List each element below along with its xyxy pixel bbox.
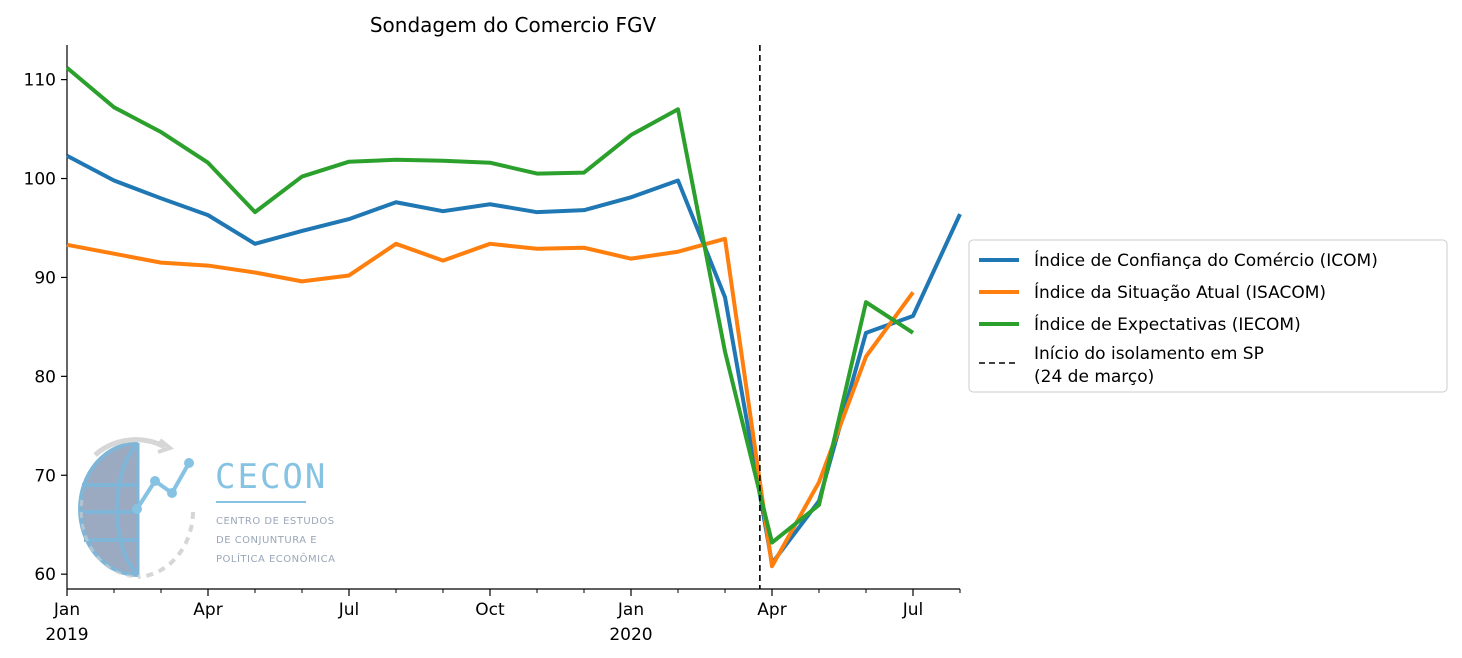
x-tick-label: Jan [53,600,80,620]
cecon-logo: CECON CENTRO DE ESTUDOS DE CONJUNTURA E … [78,437,335,579]
y-tick-label: 100 [24,170,56,190]
legend-frame [968,239,1448,393]
x-tick-label: Jul [338,600,360,620]
x-tick-label: Jan [617,600,644,620]
logo-subtitle-2: DE CONJUNTURA E [216,535,317,546]
series-lines [65,66,962,569]
legend-label-iecom: Índice de Expectativas (IECOM) [1034,313,1301,335]
legend-label-icom: Índice de Confiança do Comércio (ICOM) [1034,249,1378,271]
x-tick-label: Apr [193,600,222,620]
logo-subtitle-1: CENTRO DE ESTUDOS [216,516,335,527]
y-tick-label: 80 [34,367,56,387]
legend-label-isacom: Índice da Situação Atual (ISACOM) [1034,281,1326,303]
legend: Índice de Confiança do Comércio (ICOM) Í… [968,239,1448,393]
y-tick-label: 70 [34,466,56,486]
legend-label-isolation-2: (24 de março) [1034,367,1154,387]
logo-name: CECON [215,457,327,497]
series-line-iecom [65,66,915,545]
globe-icon [78,437,195,579]
x-tick-year: 2020 [609,625,652,645]
y-tick-label: 60 [34,565,56,585]
x-tick-label: Apr [757,600,786,620]
rising-line-icon [132,458,194,514]
series-line-isacom [66,236,915,569]
y-tick-label: 90 [34,268,56,288]
legend-label-isolation-1: Início do isolamento em SP [1034,344,1264,364]
series-line-icom [66,154,962,566]
logo-subtitle-3: POLÍTICA ECONÔMICA [216,552,335,565]
axes: 60 70 80 90 100 110 Jan 2019 Apr Jul Oct Jan 2020 Apr… [24,45,961,645]
x-tick-label: Jul [902,600,924,620]
y-tick-label: 110 [24,71,56,91]
x-tick-year: 2019 [45,625,88,645]
x-tick-label: Oct [475,600,505,620]
chart-title: Sondagem do Comercio FGV [370,13,657,37]
